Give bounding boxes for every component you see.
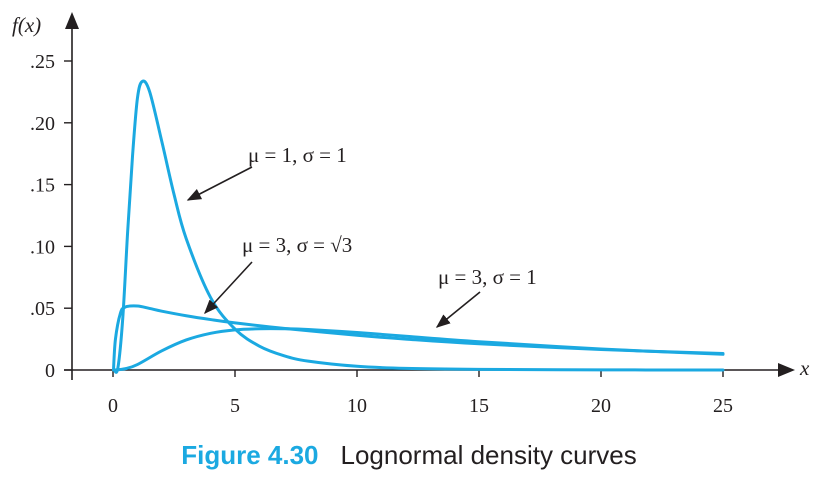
x-axis-label: x: [799, 356, 810, 380]
annotation-arrow-mu3-sigma-sqrt3: [204, 261, 253, 315]
annotation-arrow-mu3-sigma1: [435, 291, 481, 328]
y-tick-label: .25: [30, 51, 55, 73]
x-tick-label: 20: [591, 395, 611, 417]
annotation-mu3-sigma1: μ = 3, σ = 1: [438, 265, 537, 289]
x-ticks: 0 5 10 15 20 25: [108, 370, 733, 417]
curves: [111, 79, 725, 374]
annotation-mu3-sigma-sqrt3: μ = 3, σ = √3: [242, 233, 352, 257]
y-ticks: 0 .05 .10 .15 .20 .25: [30, 51, 72, 382]
y-tick-label: .10: [30, 236, 55, 258]
annotation-mu1-sigma1: μ = 1, σ = 1: [248, 143, 347, 167]
y-axis-label: f(x): [12, 13, 41, 37]
x-tick-label: 5: [230, 395, 240, 417]
x-tick-label: 15: [469, 395, 489, 417]
figure-caption: Figure 4.30 Lognormal density curves: [0, 440, 818, 471]
x-axis-arrowhead: [778, 363, 795, 377]
y-tick-label: .20: [30, 113, 55, 135]
curve-mu3-sigma-sqrt3: [111, 304, 725, 372]
y-tick-label: 0: [45, 360, 55, 382]
x-tick-label: 10: [347, 395, 367, 417]
annotation-arrow-mu1-sigma1: [186, 166, 253, 201]
figure-title: Lognormal density curves: [340, 440, 637, 470]
figure-number: Figure 4.30: [181, 440, 319, 470]
y-tick-label: .15: [30, 175, 55, 197]
y-axis-arrowhead: [65, 12, 79, 29]
x-tick-label: 0: [108, 395, 118, 417]
curve-mu1-sigma1: [112, 79, 725, 374]
curve-mu3-sigma1: [112, 327, 725, 372]
lognormal-chart: f(x) x 0 5 10 15 20 25 0 .05 .10 .15 .20 .25 μ = 1…: [12, 12, 810, 417]
x-tick-label: 25: [713, 395, 733, 417]
y-tick-label: .05: [30, 298, 55, 320]
